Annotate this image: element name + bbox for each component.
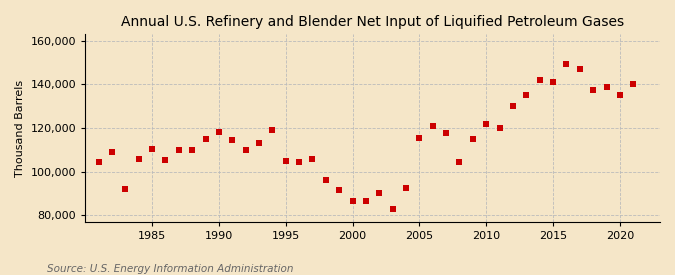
Point xyxy=(254,141,265,145)
Point xyxy=(240,148,251,152)
Point xyxy=(93,160,104,164)
Point xyxy=(146,147,157,151)
Point xyxy=(133,156,144,161)
Point xyxy=(614,93,625,98)
Point xyxy=(307,156,318,161)
Point xyxy=(601,84,612,89)
Point xyxy=(360,199,371,203)
Point xyxy=(200,137,211,141)
Point xyxy=(547,80,558,84)
Point xyxy=(441,131,452,136)
Point xyxy=(173,148,184,152)
Point xyxy=(321,178,331,183)
Point xyxy=(521,93,532,98)
Title: Annual U.S. Refinery and Blender Net Input of Liquified Petroleum Gases: Annual U.S. Refinery and Blender Net Inp… xyxy=(121,15,624,29)
Point xyxy=(267,128,277,132)
Y-axis label: Thousand Barrels: Thousand Barrels xyxy=(15,79,25,177)
Text: Source: U.S. Energy Information Administration: Source: U.S. Energy Information Administ… xyxy=(47,264,294,274)
Point xyxy=(160,157,171,162)
Point xyxy=(454,160,465,164)
Point xyxy=(227,138,238,142)
Point xyxy=(574,67,585,72)
Point xyxy=(508,104,518,108)
Point xyxy=(427,124,438,128)
Point xyxy=(333,188,344,192)
Point xyxy=(294,160,304,164)
Point xyxy=(387,207,398,211)
Point xyxy=(414,136,425,140)
Point xyxy=(120,187,131,191)
Point xyxy=(280,158,291,163)
Point xyxy=(628,82,639,87)
Point xyxy=(494,126,505,130)
Point xyxy=(107,150,117,154)
Point xyxy=(561,62,572,66)
Point xyxy=(401,186,412,190)
Point xyxy=(535,78,545,82)
Point xyxy=(187,148,198,152)
Point xyxy=(347,199,358,203)
Point xyxy=(374,191,385,196)
Point xyxy=(213,130,224,134)
Point xyxy=(588,88,599,92)
Point xyxy=(468,137,479,141)
Point xyxy=(481,122,491,126)
